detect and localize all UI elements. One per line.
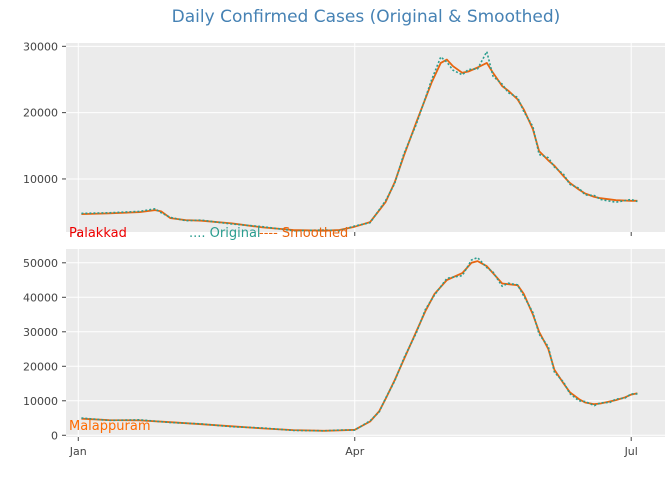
y-tick-label: 10000 — [23, 173, 58, 186]
chart-panels: 10000 20000 30000 Jan Apr Jul 0 10000 20000 30000… — [23, 40, 665, 458]
y-tick-label: 40000 — [23, 291, 58, 304]
y-tick-label: 30000 — [23, 326, 58, 339]
panel-background — [66, 43, 665, 232]
series-line-original — [81, 50, 638, 232]
panel-label-malappuram: Malappuram — [69, 419, 150, 434]
y-tick-label: 50000 — [23, 257, 58, 270]
panel-0: 10000 20000 30000 — [23, 40, 665, 236]
y-tick-label: 30000 — [23, 40, 58, 53]
series-line-original — [81, 256, 638, 432]
chart-title: Daily Confirmed Cases (Original & Smooth… — [172, 7, 561, 27]
legend-smoothed: ---- Smoothed — [259, 226, 348, 241]
legend-original: .... Original — [189, 226, 261, 241]
y-tick-label: 10000 — [23, 395, 58, 408]
y-tick-label: 0 — [51, 429, 58, 442]
y-tick-label: 20000 — [23, 360, 58, 373]
panel-label-palakkad: Palakkad — [69, 226, 127, 241]
panel-1: Jan Apr Jul 0 10000 20000 30000 40000 50000 — [23, 249, 665, 458]
x-tick-label: Jan — [69, 445, 87, 458]
x-tick-label: Jul — [624, 445, 638, 458]
y-tick-label: 20000 — [23, 107, 58, 120]
x-tick-label: Apr — [345, 445, 365, 458]
panel-background — [66, 249, 665, 437]
